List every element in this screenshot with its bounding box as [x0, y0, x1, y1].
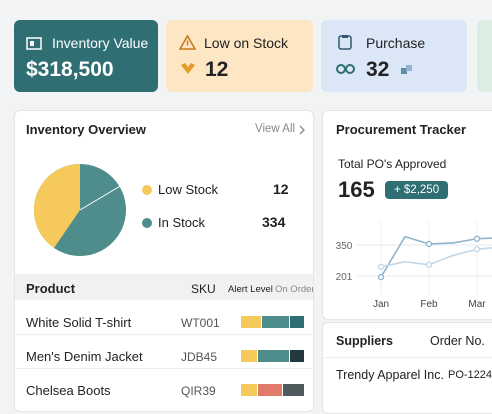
line-chart: 201 350 Jan Feb Mar: [336, 220, 492, 310]
table-header: [15, 274, 313, 300]
td: QIR39: [181, 384, 216, 398]
icon: [181, 63, 195, 74]
icon: [338, 35, 352, 50]
alert-bar: [241, 350, 304, 362]
point: [473, 235, 481, 242]
inventory-panel: Inventory Overview View All Low Stock 12…: [14, 110, 314, 412]
point: [425, 261, 433, 268]
badge: + $2,250: [385, 181, 449, 199]
card-value: 32: [366, 58, 390, 81]
series-line: [380, 247, 492, 268]
card-label: Low on Stock: [204, 35, 289, 51]
procurement-panel: Procurement Tracker Total PO's Approved …: [322, 110, 492, 320]
icon: [401, 65, 412, 74]
card-label: Purchase: [366, 35, 426, 51]
panel-title: Inventory Overview: [26, 122, 146, 137]
y-tick-label: 350: [336, 241, 353, 252]
x-tick-label: Jan: [373, 299, 389, 310]
total: 165: [338, 177, 375, 202]
chevron: [299, 125, 305, 135]
icon: [179, 35, 196, 50]
series-line: [380, 235, 492, 278]
subtitle: Total PO's Approved: [338, 157, 447, 171]
icon: [336, 64, 355, 74]
legend-dot: [142, 218, 152, 228]
card-value: 12: [205, 58, 229, 81]
panel-title: Procurement Tracker: [336, 122, 467, 137]
td: JDB45: [181, 350, 218, 364]
view-all[interactable]: View All: [255, 123, 296, 135]
th: On Order: [275, 284, 314, 295]
alert-bar: [241, 316, 304, 328]
x-tick-label: Feb: [420, 299, 438, 310]
point: [425, 240, 433, 248]
icon: [26, 37, 42, 50]
legend-value: 12: [273, 181, 289, 197]
td: Trendy Apparel Inc.: [336, 368, 444, 382]
row-divider: [323, 357, 492, 358]
point: [377, 273, 385, 281]
td: WT001: [181, 316, 220, 330]
td: White Solid T-shirt: [26, 315, 132, 330]
row-divider: [15, 368, 313, 369]
legend-value: 334: [262, 214, 286, 230]
td: PO-1224: [448, 369, 492, 381]
card-label: Inventory Value: [52, 35, 149, 51]
y-tick-label: 201: [336, 272, 353, 283]
th: SKU: [191, 282, 216, 296]
row-divider: [15, 334, 313, 335]
card: Inventory Value $318,500: [14, 20, 158, 92]
legend-dot: [142, 185, 152, 195]
legend-label: In Stock: [158, 215, 205, 230]
alert-bar: [241, 384, 304, 396]
card: Purchase 32: [321, 20, 467, 92]
th: Product: [26, 281, 76, 296]
th: Alert Level: [228, 284, 273, 295]
legend-label: Low Stock: [158, 182, 218, 197]
td: Men's Denim Jacket: [26, 349, 143, 364]
card: Low on Stock 12: [166, 20, 313, 92]
th: Suppliers: [336, 334, 393, 348]
x-tick-label: Mar: [468, 299, 486, 310]
card-value: $318,500: [26, 58, 114, 81]
point: [377, 263, 385, 271]
pie: [33, 163, 128, 256]
suppliers-panel: Suppliers Order No. Trendy Apparel Inc. …: [322, 322, 492, 414]
page: Inventory Value $318,500 Low on Stock 12…: [14, 20, 492, 414]
card: [477, 20, 492, 92]
point: [473, 246, 481, 253]
th: Order No.: [430, 334, 485, 348]
td: Chelsea Boots: [26, 383, 111, 398]
